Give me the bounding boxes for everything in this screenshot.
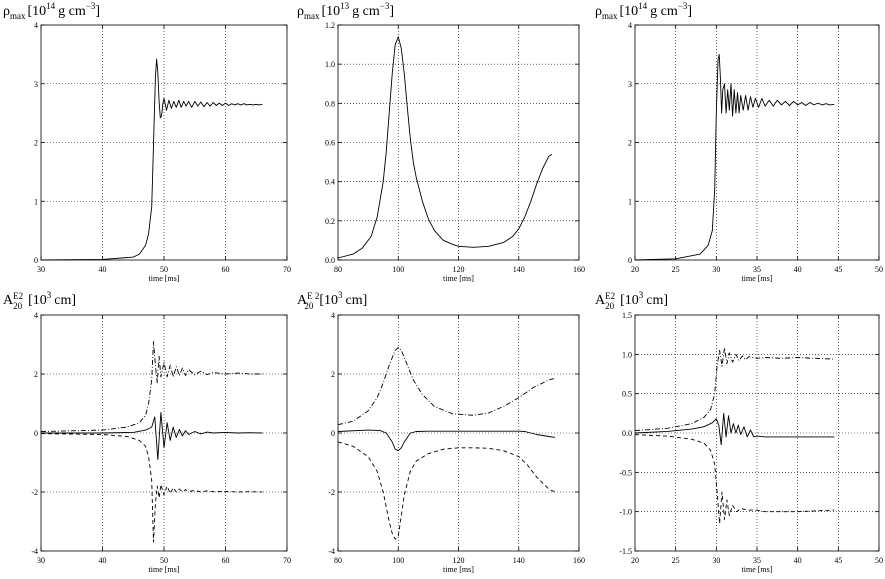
series-line-1 [634,53,835,261]
y-tick-label: 1 [628,197,632,206]
x-tick-label: 140 [513,556,525,565]
series-line-1 [337,429,555,452]
x-tick-label: 100 [392,556,404,565]
y-tick-label: -0.5 [619,468,632,477]
y-tick-label: 0 [628,256,632,265]
chart-title: ρmax [1014 g cm−3] [3,1,100,21]
x-tick-label: 40 [794,556,802,565]
chart-title: ρmax [1014 g cm−3] [595,1,692,21]
x-tick-label: 50 [160,556,168,565]
x-tick-label: 60 [222,265,230,274]
x-tick-label: 140 [513,265,525,274]
y-tick-label: 4 [34,311,38,320]
y-tick-label: 1.0 [622,350,632,359]
y-tick-label: 0.2 [325,217,335,226]
y-tick-label: 3 [628,80,632,89]
x-tick-label: 120 [453,265,465,274]
chart-panel-3: ρmax [1014 g cm−3] 20 25 30 35 40 45 50 0 1 2 3 4 time … [595,1,883,283]
chart-panel-2: ρmax [1013 g cm−3] 80 100 120 140 160 0.0 0.2 0.4 0… [297,1,585,283]
y-tick-label: 0.0 [325,256,335,265]
y-tick-label: 4 [628,21,632,30]
x-tick-label: 45 [834,556,842,565]
x-tick-label: 50 [160,265,168,274]
series-line-1 [40,58,263,261]
series-line-1 [41,411,263,461]
x-tick-label: 25 [672,556,680,565]
x-tick-label: 60 [222,556,230,565]
y-tick-label: 4 [331,311,335,320]
y-tick-label: 0.4 [325,178,335,187]
y-tick-label: 1.5 [622,311,632,320]
series-line-3 [634,434,835,524]
x-tick-label: 30 [712,265,720,274]
x-tick-label: 30 [37,556,45,565]
y-tick-label: 0 [34,256,38,265]
x-tick-label: 80 [334,265,342,274]
y-tick-label: 1 [34,197,38,206]
series-line-1 [634,412,835,446]
x-tick-label: 30 [712,556,720,565]
x-tick-label: 40 [99,265,107,274]
x-axis-label: time [ms] [149,565,180,574]
y-tick-label: 0.5 [622,390,632,399]
chart-panel-6: AE2 20 [103 cm] 20 25 30 35 40 45 50 -1.5 -1.0 -0.5 0.… [595,290,883,574]
y-tick-label: 0.0 [622,429,632,438]
y-tick-label: 1.2 [325,21,335,30]
x-axis-label: time [ms] [742,274,773,283]
x-axis-label: time [ms] [149,274,180,283]
chart-title: AE 2 20 [103 cm] [297,290,367,311]
chart-title: AE2 20 [103 cm] [595,290,668,311]
x-tick-label: 70 [283,265,291,274]
chart-panel-1: ρmax [1014 g cm−3] 30 40 50 60 70 0 1 2 3 4 time [ms] [3,1,291,283]
y-tick-label: 2 [34,370,38,379]
y-tick-label: -1.0 [619,508,632,517]
series-line-2 [634,347,835,432]
chart-title: AE2 20 [103 cm] [3,290,76,311]
series-line-1 [337,36,553,259]
x-tick-label: 40 [794,265,802,274]
x-tick-label: 100 [392,265,404,274]
series-line-2 [40,341,263,432]
x-tick-label: 35 [753,265,761,274]
y-tick-label: -4 [31,547,38,556]
y-tick-label: 0.6 [325,139,335,148]
y-tick-label: 2 [331,370,335,379]
x-tick-label: 40 [99,556,107,565]
y-tick-label: 3 [34,80,38,89]
chart-panel-4: AE2 20 [103 cm] 30 40 50 60 70 -4 -2 0 2 4 time [ms] [3,290,291,574]
x-tick-label: 20 [631,265,639,274]
y-tick-label: 4 [34,21,38,30]
y-tick-label: 0 [331,429,335,438]
series-line-2 [337,346,556,426]
y-tick-label: -1.5 [619,547,632,556]
y-tick-label: 0 [34,429,38,438]
x-tick-label: 50 [875,556,883,565]
x-tick-label: 50 [875,265,883,274]
x-tick-label: 20 [631,556,639,565]
y-tick-label: -2 [328,488,335,497]
x-axis-label: time [ms] [443,274,474,283]
x-axis-label: time [ms] [742,565,773,574]
x-tick-label: 160 [573,265,585,274]
y-tick-label: 1.0 [325,60,335,69]
x-tick-label: 30 [37,265,45,274]
x-tick-label: 160 [573,556,585,565]
chart-panel-5: AE 2 20 [103 cm] 80 100 120 140 160 -4 -2 0 2 4 time [… [297,290,585,574]
chart-title: ρmax [1013 g cm−3] [297,1,394,21]
x-tick-label: 70 [283,556,291,565]
y-tick-label: -2 [31,488,38,497]
x-tick-label: 45 [834,265,842,274]
x-tick-label: 35 [753,556,761,565]
series-line-3 [337,441,556,540]
y-tick-label: 2 [34,139,38,148]
series-line-3 [40,433,263,543]
x-tick-label: 25 [672,265,680,274]
y-tick-label: 0.8 [325,99,335,108]
x-tick-label: 80 [334,556,342,565]
x-axis-label: time [ms] [443,565,474,574]
y-tick-label: -4 [328,547,335,556]
y-tick-label: 2 [628,139,632,148]
x-tick-label: 120 [453,556,465,565]
